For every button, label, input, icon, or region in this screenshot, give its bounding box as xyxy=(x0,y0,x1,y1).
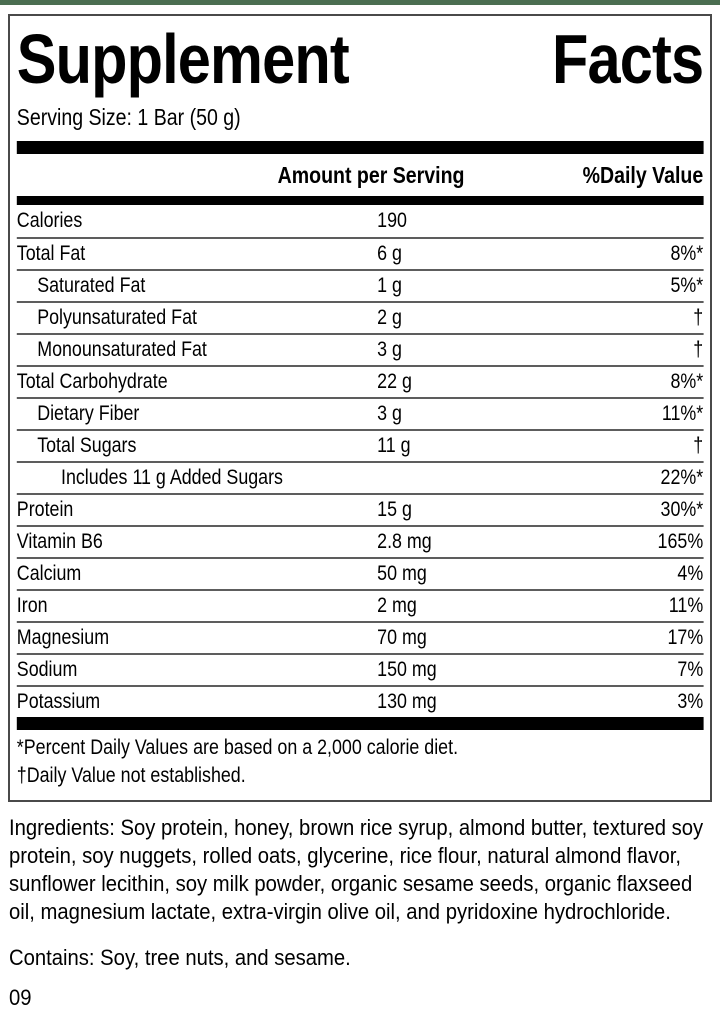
nutrient-name: Potassium xyxy=(16,690,101,713)
footnote-daily-value-not-established: †Daily Value not established. xyxy=(16,764,246,787)
nutrient-amount: 2.8 mg xyxy=(377,530,432,553)
column-header-amount: Amount per Serving xyxy=(277,161,465,188)
top-accent-strip xyxy=(0,0,720,5)
nutrient-daily-value: 22%* xyxy=(660,466,704,489)
nutrient-name: Calcium xyxy=(16,562,82,585)
nutrient-row: Calories 190 xyxy=(17,205,703,237)
panel-title: Supplement Facts xyxy=(16,20,704,98)
nutrient-name: Calories xyxy=(16,209,83,232)
divider-thick-bottom xyxy=(16,717,704,730)
nutrient-row: Total Carbohydrate 22 g 8%* xyxy=(16,365,704,397)
nutrient-amount: 150 mg xyxy=(377,658,437,681)
nutrient-row: Dietary Fiber 3 g 11%* xyxy=(16,397,704,429)
nutrient-name: Includes 11 g Added Sugars xyxy=(61,466,283,489)
nutrient-row: Total Sugars 11 g † xyxy=(16,429,704,461)
nutrient-row: Polyunsaturated Fat 2 g † xyxy=(16,301,704,333)
nutrient-daily-value: 3% xyxy=(677,690,704,713)
nutrient-row: Vitamin B6 2.8 mg 165% xyxy=(16,525,704,557)
nutrient-daily-value: † xyxy=(693,338,704,361)
ingredients-paragraph: Ingredients: Soy protein, honey, brown r… xyxy=(9,815,704,924)
nutrient-name: Total Carbohydrate xyxy=(16,370,168,393)
nutrient-name: Dietary Fiber xyxy=(37,402,140,425)
nutrient-amount: 130 mg xyxy=(377,690,437,713)
nutrient-amount: 2 mg xyxy=(377,594,417,617)
nutrient-name: Magnesium xyxy=(16,626,110,649)
below-panel-text: Ingredients: Soy protein, honey, brown r… xyxy=(9,814,711,1012)
nutrient-name: Protein xyxy=(16,498,74,521)
nutrient-name: Total Sugars xyxy=(37,434,137,457)
footnote-percent-daily-values: *Percent Daily Values are based on a 2,0… xyxy=(16,736,459,759)
nutrient-daily-value: 8%* xyxy=(670,370,704,393)
serving-size: Serving Size: 1 Bar (50 g) xyxy=(16,104,241,130)
nutrient-daily-value: 11% xyxy=(668,594,704,617)
nutrient-row: Iron 2 mg 11% xyxy=(16,589,704,621)
nutrient-amount: 6 g xyxy=(377,242,402,265)
nutrient-daily-value: 165% xyxy=(657,530,704,553)
nutrient-daily-value: 4% xyxy=(677,562,704,585)
nutrient-daily-value: 11%* xyxy=(661,402,704,425)
divider-thick-top xyxy=(16,141,704,154)
nutrient-amount: 1 g xyxy=(377,274,402,297)
lot-code: 09 xyxy=(9,985,32,1010)
column-header-daily-value: %Daily Value xyxy=(582,161,704,188)
nutrient-name: Monounsaturated Fat xyxy=(37,338,207,361)
nutrient-amount: 11 g xyxy=(377,434,411,457)
nutrient-row: Calcium 50 mg 4% xyxy=(16,557,704,589)
nutrient-daily-value: 30%* xyxy=(660,498,704,521)
title-word-supplement: Supplement xyxy=(16,20,350,98)
nutrient-daily-value: † xyxy=(693,434,704,457)
nutrient-row: Magnesium 70 mg 17% xyxy=(16,621,704,653)
nutrient-amount: 22 g xyxy=(377,370,412,393)
nutrient-daily-value: 7% xyxy=(677,658,704,681)
nutrient-daily-value: 8%* xyxy=(670,242,704,265)
title-word-facts: Facts xyxy=(552,20,704,98)
nutrient-amount: 70 mg xyxy=(377,626,427,649)
nutrient-name: Polyunsaturated Fat xyxy=(37,306,197,329)
nutrient-daily-value: † xyxy=(693,306,704,329)
nutrient-row: Includes 11 g Added Sugars 22%* xyxy=(16,461,704,493)
nutrient-row: Protein 15 g 30%* xyxy=(16,493,704,525)
nutrient-table: Calories 190 Total Fat 6 g 8%* Saturated… xyxy=(16,205,704,717)
nutrient-row: Sodium 150 mg 7% xyxy=(16,653,704,685)
nutrient-amount: 3 g xyxy=(377,402,402,425)
nutrient-name: Saturated Fat xyxy=(37,274,146,297)
nutrient-name: Iron xyxy=(16,594,48,617)
nutrient-name: Sodium xyxy=(16,658,78,681)
divider-thick-header xyxy=(16,196,704,205)
nutrient-amount: 2 g xyxy=(377,306,402,329)
nutrient-daily-value: 17% xyxy=(667,626,704,649)
nutrient-row: Total Fat 6 g 8%* xyxy=(16,237,704,269)
contains-statement: Contains: Soy, tree nuts, and sesame. xyxy=(9,945,351,970)
nutrient-amount: 50 mg xyxy=(377,562,427,585)
nutrient-daily-value: 5%* xyxy=(670,274,704,297)
nutrient-amount: 15 g xyxy=(377,498,412,521)
nutrient-row: Saturated Fat 1 g 5%* xyxy=(16,269,704,301)
nutrient-row: Potassium 130 mg 3% xyxy=(16,685,704,717)
nutrient-name: Vitamin B6 xyxy=(16,530,103,553)
nutrient-amount: 3 g xyxy=(377,338,402,361)
footnotes: *Percent Daily Values are based on a 2,0… xyxy=(17,730,703,792)
supplement-facts-panel: Supplement Facts Serving Size: 1 Bar (50… xyxy=(8,14,712,802)
column-header-row: Amount per Serving %Daily Value xyxy=(17,154,704,196)
nutrient-name: Total Fat xyxy=(16,242,86,265)
nutrient-amount: 190 xyxy=(377,209,407,232)
nutrient-row: Monounsaturated Fat 3 g † xyxy=(16,333,704,365)
